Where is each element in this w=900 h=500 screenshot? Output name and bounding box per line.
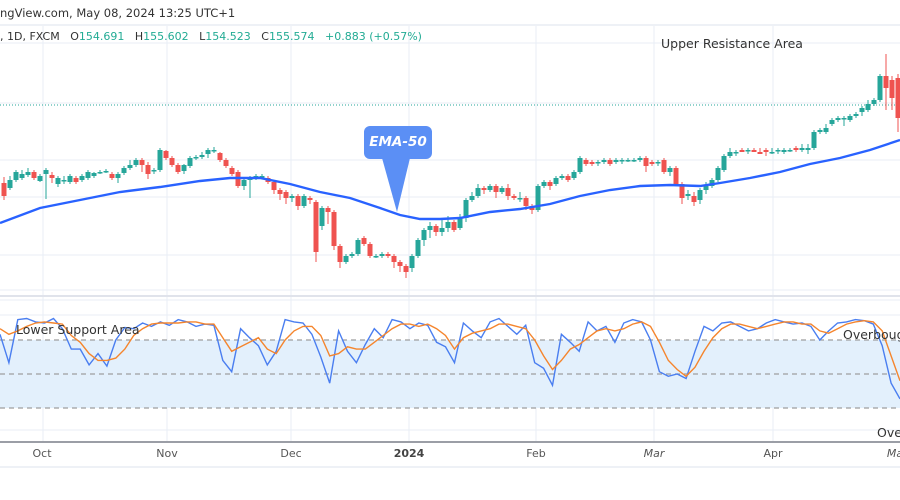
ohlc-legend: , 1D, FXCM O154.691 H155.602 L154.523 C1…	[0, 30, 422, 43]
stochastic-d-line	[0, 319, 900, 382]
chart-source-header: ngView.com, May 08, 2024 13:25 UTC+1	[0, 0, 900, 24]
low-value: 154.523	[205, 30, 251, 43]
time-axis-tick-nov: Nov	[156, 447, 178, 460]
time-axis[interactable]: Oct Nov Dec 2024 Feb Mar Apr Ma	[0, 441, 900, 467]
open-label: O	[70, 30, 79, 43]
ema50-line	[0, 138, 900, 225]
stochastic-band	[0, 339, 900, 409]
ema-callout-label: EMA-50	[364, 126, 432, 159]
header-divider	[0, 24, 900, 26]
candlestick-series	[1, 54, 900, 278]
price-chart-canvas[interactable]	[0, 0, 900, 441]
close-label: C	[261, 30, 269, 43]
time-axis-tick-apr: Apr	[763, 447, 783, 460]
time-axis-tick-mar: Mar	[643, 447, 665, 460]
grid-lines	[0, 26, 900, 441]
upper-resistance-label: Upper Resistance Area	[661, 36, 803, 51]
oversold-label: Ove	[877, 425, 900, 440]
time-axis-tick-dec: Dec	[280, 447, 302, 460]
change-value: +0.883 (+0.57%)	[324, 30, 422, 43]
time-axis-divider	[0, 466, 900, 468]
high-label: H	[134, 30, 144, 43]
high-value: 155.602	[143, 30, 189, 43]
lower-support-label: Lower Support Area	[16, 322, 140, 337]
source-line: ngView.com, May 08, 2024 13:25 UTC+1	[0, 6, 236, 20]
time-axis-tick-2024: 2024	[393, 447, 425, 460]
time-axis-tick-ma: Ma	[886, 447, 900, 460]
low-label: L	[199, 30, 206, 43]
stochastic-k-line	[0, 317, 900, 400]
close-value: 155.574	[268, 30, 315, 43]
open-value: 154.691	[78, 30, 125, 43]
overbought-label: Overbough	[843, 327, 900, 342]
symbol-interval: , 1D, FXCM	[0, 30, 60, 43]
ema-callout-pointer	[382, 158, 410, 212]
time-axis-tick-oct: Oct	[32, 447, 52, 460]
time-axis-tick-feb: Feb	[526, 447, 546, 460]
